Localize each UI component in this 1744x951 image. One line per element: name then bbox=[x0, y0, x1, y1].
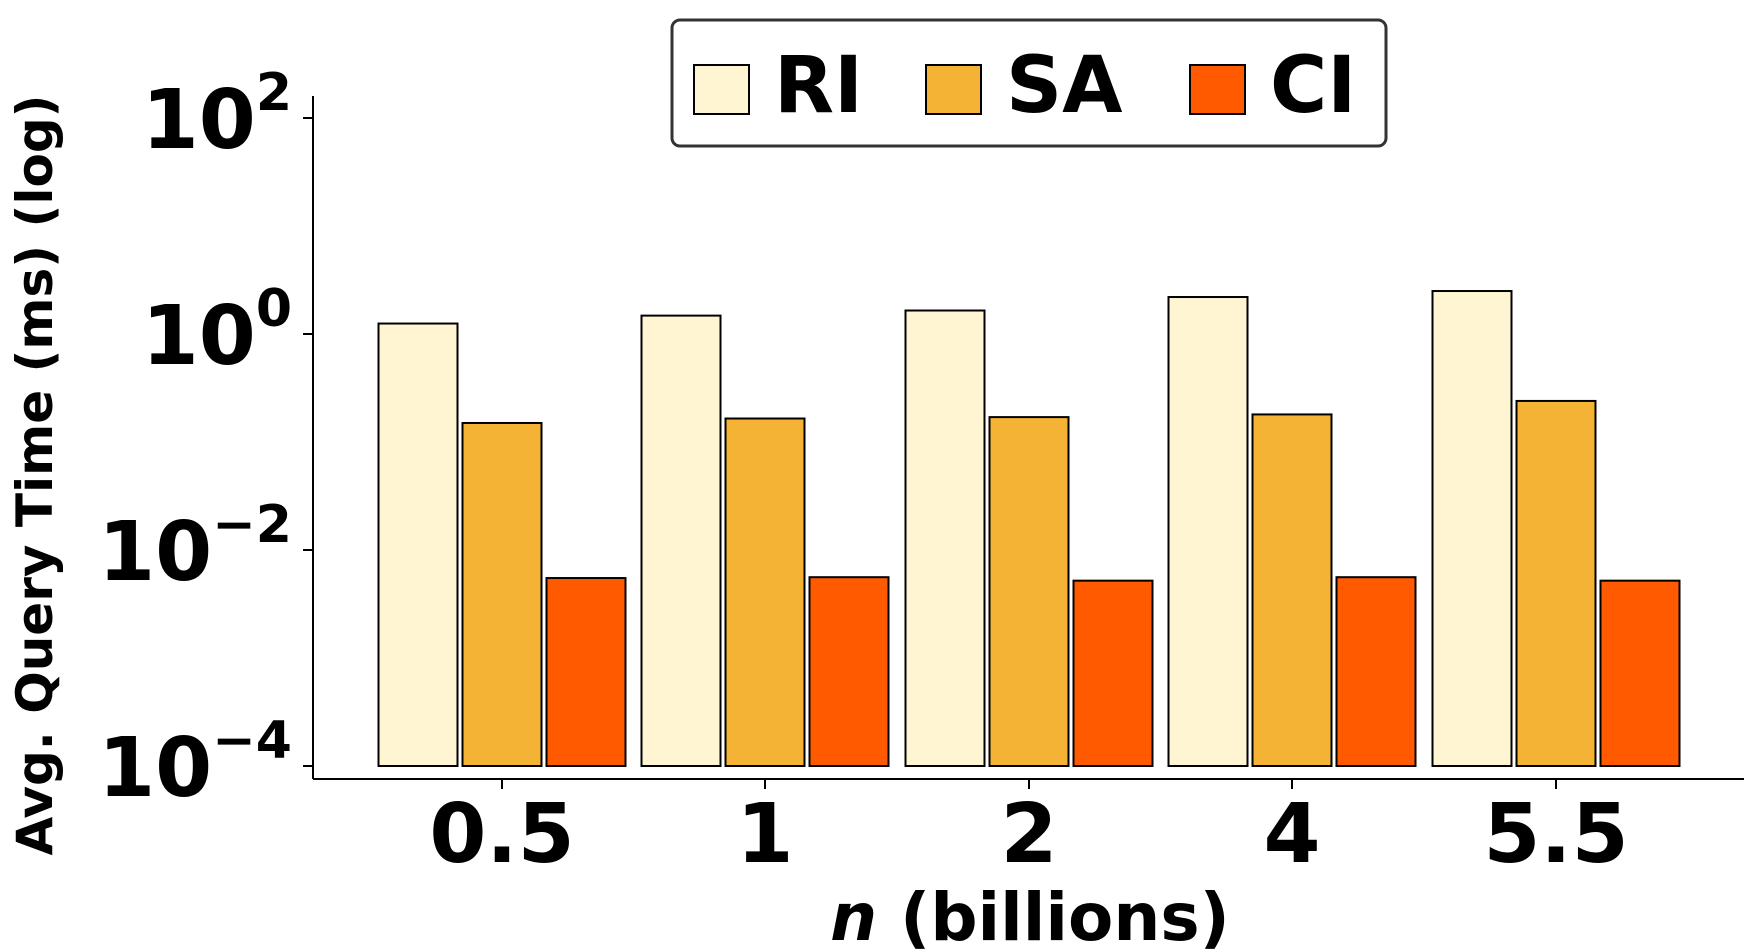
legend-label-ri: RI bbox=[774, 41, 863, 131]
bar-sa-1 bbox=[724, 417, 806, 767]
legend-swatch-ci bbox=[1189, 64, 1246, 115]
y-tick-label: 10−2 bbox=[98, 495, 292, 600]
x-tick-label: 4 bbox=[1263, 787, 1320, 882]
legend-label-sa: SA bbox=[1006, 41, 1123, 131]
x-axis-label: n (billions) bbox=[830, 879, 1230, 951]
bar-ci-0.5 bbox=[545, 577, 627, 767]
legend-swatch-ri bbox=[693, 64, 750, 115]
bar-ri-1 bbox=[640, 314, 722, 767]
x-axis-label-unit: (billions) bbox=[877, 879, 1230, 951]
bar-ri-4 bbox=[1167, 296, 1249, 767]
x-tick-label: 5.5 bbox=[1483, 787, 1628, 882]
y-tick-label: 100 bbox=[142, 279, 292, 384]
bar-ci-5.5 bbox=[1599, 579, 1681, 767]
bar-sa-5.5 bbox=[1515, 399, 1597, 767]
x-tick-label: 0.5 bbox=[429, 787, 574, 882]
bar-sa-4 bbox=[1251, 413, 1333, 767]
bar-ci-1 bbox=[808, 576, 890, 767]
y-axis: 10−4 10−2 100 102 bbox=[98, 63, 314, 816]
x-axis: 0.5 1 2 4 5.5 bbox=[313, 778, 1744, 882]
x-tick-label: 1 bbox=[736, 787, 793, 882]
x-tick-label: 2 bbox=[1000, 787, 1057, 882]
y-tick-label: 102 bbox=[142, 63, 292, 168]
bar-ci-4 bbox=[1335, 576, 1417, 767]
legend-swatch-sa bbox=[925, 64, 982, 115]
plot-area bbox=[377, 290, 1681, 767]
legend-label-ci: CI bbox=[1270, 41, 1356, 131]
bar-sa-2 bbox=[988, 416, 1070, 767]
y-tick-label: 10−4 bbox=[98, 711, 292, 816]
bar-ri-5.5 bbox=[1431, 290, 1513, 767]
y-axis-label: Avg. Query Time (ms) (log) bbox=[6, 95, 64, 856]
legend: RI SA CI bbox=[670, 18, 1388, 148]
bar-ri-0.5 bbox=[377, 322, 459, 767]
bar-ri-2 bbox=[904, 309, 986, 767]
bar-sa-0.5 bbox=[461, 421, 543, 767]
bar-ci-2 bbox=[1072, 579, 1154, 767]
x-axis-label-variable: n bbox=[830, 879, 877, 951]
